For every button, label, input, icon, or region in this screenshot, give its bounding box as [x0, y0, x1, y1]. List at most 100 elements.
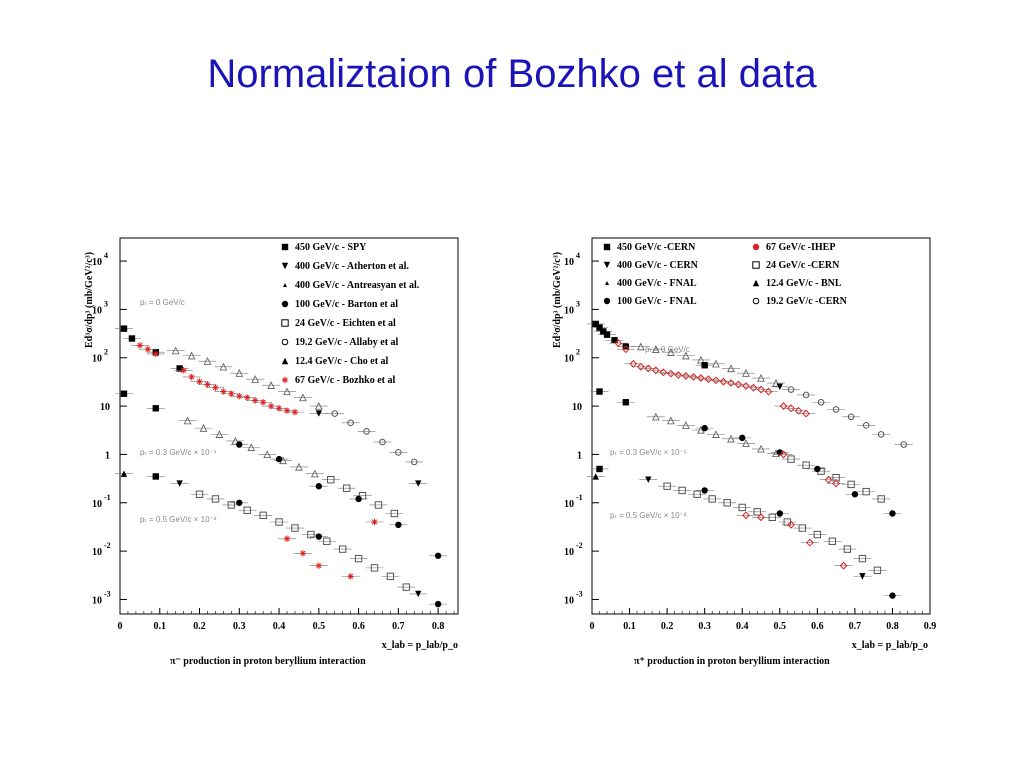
- y-tick-exponent: -3: [104, 589, 111, 598]
- data-point: [310, 469, 319, 478]
- data-point: [128, 335, 136, 342]
- data-point: [434, 600, 442, 608]
- data-point: [805, 538, 814, 547]
- y-tick-exponent: -1: [104, 493, 111, 502]
- chart-caption: π⁻ production in proton beryllium intera…: [170, 656, 366, 667]
- y-tick-label: 10: [92, 499, 102, 510]
- data-point: [843, 545, 852, 553]
- data-point: [712, 359, 720, 368]
- data-point: [787, 520, 795, 529]
- y-tick-label: 1: [577, 450, 582, 461]
- x-tick-label: 0: [590, 621, 595, 632]
- data-point: [247, 443, 256, 451]
- legend-label: 67 GeV/c - Bozhko et al: [295, 375, 395, 386]
- data-point: [390, 509, 399, 518]
- data-point: [363, 428, 370, 435]
- data-point: [667, 348, 675, 356]
- data-point: [267, 402, 275, 410]
- x-tick-label: 0.3: [233, 621, 246, 632]
- data-point: [402, 583, 411, 591]
- y-tick-label: 10: [564, 354, 574, 365]
- data-point: [701, 487, 708, 494]
- data-point: [727, 379, 735, 387]
- data-point: [283, 535, 291, 542]
- data-point: [203, 357, 212, 365]
- legend-marker: [603, 243, 611, 251]
- data-point: [180, 367, 187, 374]
- data-point: [859, 573, 866, 580]
- data-point: [291, 408, 299, 416]
- data-point: [742, 511, 750, 520]
- data-point: [596, 324, 603, 331]
- data-point: [701, 424, 708, 432]
- legend-label: 400 GeV/c - Atherton et al.: [295, 261, 409, 272]
- legend-marker: [752, 297, 760, 305]
- data-point: [667, 416, 675, 425]
- data-point: [347, 573, 354, 580]
- legend-label: 12.4 GeV/c - BNL: [766, 278, 842, 289]
- y-tick-label: 10: [92, 354, 102, 365]
- data-point: [873, 566, 882, 575]
- data-point: [299, 550, 307, 557]
- data-point: [395, 449, 402, 456]
- data-point: [681, 372, 690, 380]
- legend-label: 450 GeV/c - SPY: [295, 242, 367, 253]
- y-tick-label: 1: [105, 450, 110, 461]
- data-point: [275, 405, 283, 412]
- data-point: [235, 369, 244, 377]
- y-tick-label: 10: [564, 305, 574, 316]
- legend-label: 24 GeV/c - Eichten et al: [295, 318, 396, 329]
- data-point: [263, 450, 271, 459]
- data-point: [749, 383, 758, 392]
- data-point: [410, 458, 418, 466]
- data-point: [600, 328, 607, 335]
- data-point: [227, 501, 236, 509]
- data-point: [678, 486, 686, 495]
- data-point: [291, 524, 299, 532]
- data-point: [338, 545, 347, 553]
- data-point: [900, 441, 908, 448]
- data-point: [120, 325, 128, 332]
- legend-label: 400 GeV/c - Antreasyan et al.: [295, 280, 420, 291]
- data-point: [327, 476, 335, 484]
- data-point: [596, 388, 603, 395]
- data-point: [757, 385, 765, 394]
- data-point: [120, 390, 128, 397]
- x-axis-label: x_lab = p_lab/p_o: [382, 640, 458, 651]
- data-point: [144, 346, 152, 353]
- data-point: [212, 384, 219, 391]
- data-point: [395, 521, 402, 529]
- data-point: [199, 424, 208, 432]
- x-tick-label: 0.9: [924, 621, 937, 632]
- data-point: [889, 592, 896, 599]
- y-axis-label: Ed³σ/dp³ (mb/GeV²/c³): [84, 252, 95, 348]
- legend-marker: [605, 281, 609, 285]
- legend-label: 400 GeV/c - CERN: [617, 260, 699, 271]
- x-tick-label: 0.2: [193, 621, 206, 632]
- data-point: [889, 510, 896, 517]
- y-tick-label: 10: [92, 595, 102, 606]
- data-point: [299, 393, 307, 402]
- data-point: [776, 383, 783, 391]
- legend-marker: [281, 300, 289, 308]
- data-point: [651, 412, 660, 421]
- data-point: [621, 345, 630, 354]
- x-tick-label: 0.7: [849, 621, 862, 632]
- data-point: [267, 381, 275, 389]
- data-point: [636, 362, 645, 371]
- y-tick-exponent: -3: [576, 589, 583, 598]
- data-point: [877, 431, 885, 438]
- data-point: [813, 530, 822, 539]
- data-point: [251, 375, 260, 383]
- legend-label: 12.4 GeV/c - Cho et al: [295, 356, 389, 367]
- data-point: [195, 490, 204, 498]
- data-point: [603, 331, 611, 338]
- y-tick-exponent: 2: [576, 348, 580, 357]
- data-point: [611, 337, 618, 344]
- x-tick-label: 0.8: [432, 621, 445, 632]
- legend-marker: [281, 357, 289, 365]
- pi-minus-chart: 0 0.1 0.2 0.3 0.4 0.5 0.6 0.7 0.810410310210110-…: [84, 237, 459, 667]
- y-tick-label: 10: [92, 547, 102, 558]
- data-point: [228, 390, 235, 397]
- data-point: [832, 406, 840, 413]
